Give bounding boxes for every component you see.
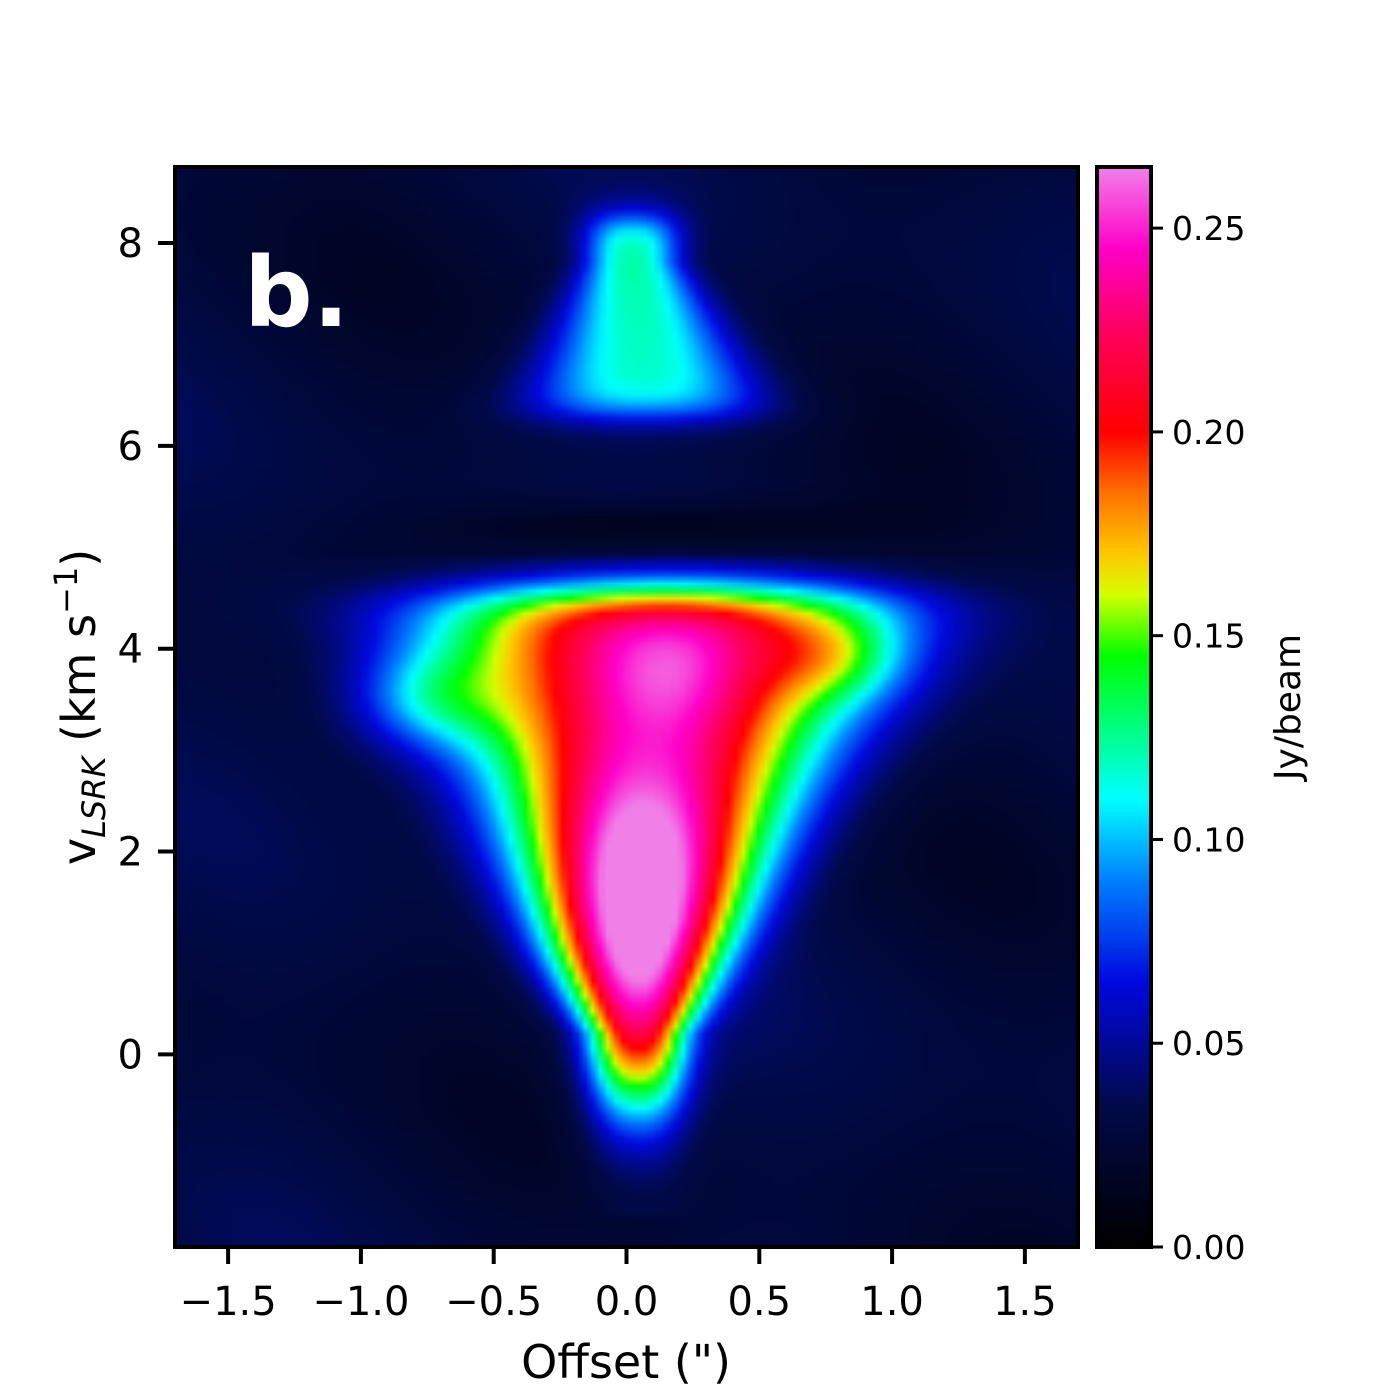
x-tick-label: 0.5	[727, 1279, 791, 1325]
colorbar-tick-label: 0.10	[1172, 820, 1245, 859]
y-tick-label: 2	[118, 830, 143, 876]
x-tick-label: 1.5	[993, 1279, 1057, 1325]
x-tick-label: 1.0	[860, 1279, 924, 1325]
colorbar-tick-label: 0.00	[1172, 1228, 1245, 1267]
colorbar-tick-label: 0.20	[1172, 413, 1245, 452]
x-axis-ticks: −1.5 −1.0 −0.5 0.0 0.5 1.0 1.5	[180, 1247, 1057, 1325]
heatmap	[175, 167, 1078, 1247]
panel-label: b.	[244, 237, 349, 349]
colorbar-tick-label: 0.15	[1172, 617, 1245, 656]
y-tick-label: 0	[118, 1032, 143, 1078]
y-axis-label-units: (km s	[52, 614, 106, 757]
x-tick-label: 0.0	[595, 1279, 659, 1325]
y-axis-label-main: v	[52, 838, 106, 865]
x-axis-label: Offset (")	[521, 1335, 731, 1389]
y-axis-label-subscript: LSRK	[75, 754, 113, 838]
y-tick-label: 6	[118, 424, 143, 470]
x-tick-label: −0.5	[445, 1279, 542, 1325]
colorbar-tick-label: 0.25	[1172, 209, 1245, 248]
y-tick-label: 4	[118, 627, 143, 673]
heatmap-image	[175, 167, 1078, 1247]
y-axis-label: vLSRK (km s−1)	[47, 549, 113, 865]
colorbar-gradient	[1097, 167, 1151, 1247]
colorbar	[1097, 167, 1151, 1247]
colorbar-ticks: 0.00 0.05 0.10 0.15 0.20 0.25	[1151, 209, 1245, 1267]
x-tick-label: −1.5	[180, 1279, 277, 1325]
x-tick-label: −1.0	[312, 1279, 409, 1325]
colorbar-label: Jy/beam	[1268, 634, 1309, 782]
y-axis-label-close: )	[52, 549, 106, 567]
colorbar-frame	[1095, 165, 1153, 1249]
y-axis-ticks: 0 2 4 6 8	[118, 221, 175, 1078]
y-tick-label: 8	[118, 221, 143, 267]
y-axis-label-superscript: −1	[47, 567, 85, 614]
colorbar-tick-label: 0.05	[1172, 1024, 1245, 1063]
